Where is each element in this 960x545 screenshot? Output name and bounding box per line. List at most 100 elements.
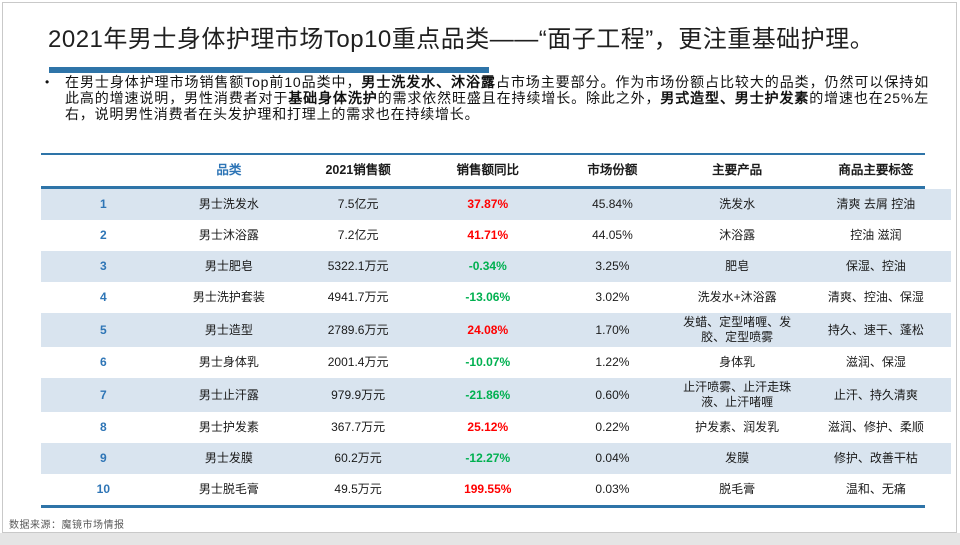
summary-segment: 的需求依然旺盛且在持续增长。除此之外， xyxy=(377,90,661,106)
cell-sales: 49.5万元 xyxy=(334,482,382,496)
cell-products: 洗发水 xyxy=(719,197,756,211)
cell-rank: 3 xyxy=(99,259,107,273)
table-body: 1 男士洗发水 7.5亿元 37.87% 45.84% 洗发水 清爽 去屑 控油… xyxy=(41,189,951,505)
title-underline-bar xyxy=(49,67,489,73)
cell-rank: 4 xyxy=(99,290,107,304)
bullet-marker: • xyxy=(45,75,50,89)
table-row: 4 男士洗护套装 4941.7万元 -13.06% 3.02% 洗发水+沐浴露 … xyxy=(41,282,951,313)
cell-products: 发蜡、定型啫喱、发胶、定型喷雾 xyxy=(683,315,792,344)
cell-sales: 2789.6万元 xyxy=(327,322,389,337)
cell-yoy: 37.87% xyxy=(467,197,509,211)
cell-rank: 9 xyxy=(99,451,107,465)
cell-products: 肥皂 xyxy=(725,259,750,273)
summary-segment: 男式造型、男士护发素 xyxy=(660,90,810,106)
cell-products: 沐浴露 xyxy=(719,228,756,242)
cell-yoy: 25.12% xyxy=(467,420,509,434)
cell-products: 发膜 xyxy=(725,451,750,465)
cell-yoy: -0.34% xyxy=(468,259,507,273)
cell-products: 止汗喷雾、止汗走珠液、止汗啫喱 xyxy=(683,380,792,409)
data-source-note: 数据来源：魔镜市场情报 xyxy=(9,520,125,531)
cell-tags: 温和、无痛 xyxy=(845,482,906,496)
cell-rank: 6 xyxy=(99,355,107,369)
cell-yoy: 41.71% xyxy=(467,228,509,242)
cell-share: 1.22% xyxy=(595,355,630,369)
summary-block: • 在男士身体护理市场销售额Top前10品类中，男士洗发水、沐浴露占市场主要部分… xyxy=(45,74,929,122)
table-row: 6 男士身体乳 2001.4万元 -10.07% 1.22% 身体乳 滋润、保湿 xyxy=(41,347,951,378)
cell-category: 男士造型 xyxy=(204,322,253,337)
summary-paragraph: 在男士身体护理市场销售额Top前10品类中，男士洗发水、沐浴露占市场主要部分。作… xyxy=(65,74,929,122)
cell-yoy: 24.08% xyxy=(467,322,509,337)
header-yoy: 销售额同比 xyxy=(456,163,520,177)
header-sales: 2021销售额 xyxy=(325,163,391,177)
cell-category: 男士护发素 xyxy=(198,420,259,434)
cell-share: 0.04% xyxy=(595,451,630,465)
cell-share: 1.70% xyxy=(595,322,630,337)
cell-sales: 367.7万元 xyxy=(331,420,386,434)
cell-tags: 清爽 去屑 控油 xyxy=(836,197,916,211)
table-row: 1 男士洗发水 7.5亿元 37.87% 45.84% 洗发水 清爽 去屑 控油 xyxy=(41,189,951,220)
cell-share: 0.03% xyxy=(595,482,630,496)
cell-yoy: 199.55% xyxy=(464,482,512,496)
cell-products: 洗发水+沐浴露 xyxy=(697,290,777,304)
cell-category: 男士沐浴露 xyxy=(198,228,259,242)
cell-category: 男士洗护套装 xyxy=(192,290,265,304)
cell-share: 3.02% xyxy=(595,290,630,304)
cell-tags: 止汗、持久清爽 xyxy=(833,387,918,402)
table-row: 7 男士止汗露 979.9万元 -21.86% 0.60% 止汗喷雾、止汗走珠液… xyxy=(41,378,951,412)
cell-tags: 保湿、控油 xyxy=(845,259,906,273)
table-top-border xyxy=(41,153,925,155)
cell-category: 男士洗发水 xyxy=(198,197,259,211)
table-row: 9 男士发膜 60.2万元 -12.27% 0.04% 发膜 修护、改善干枯 xyxy=(41,443,951,474)
cell-products: 护发素、润发乳 xyxy=(695,420,780,434)
cell-products: 脱毛膏 xyxy=(719,482,756,496)
summary-segment: 的增速也在25%左右，说明男性消费者在头发护理和打理上的需求也在持续增长。 xyxy=(65,90,929,122)
header-products: 主要产品 xyxy=(712,163,763,177)
cell-share: 0.22% xyxy=(595,420,630,434)
header-rank xyxy=(41,169,166,173)
cell-share: 44.05% xyxy=(592,228,633,242)
cell-category: 男士肥皂 xyxy=(204,259,253,273)
cell-share: 3.25% xyxy=(595,259,630,273)
table-header-border xyxy=(41,186,925,189)
background-strip xyxy=(0,533,960,545)
cell-tags: 滋润、修护、柔顺 xyxy=(827,420,924,434)
cell-tags: 控油 滋润 xyxy=(850,228,902,242)
cell-category: 男士身体乳 xyxy=(198,355,259,369)
summary-segment: 占市场主要部分。作为市场份额占比较大的品类，仍然可以保持如此高的增速说明，男性消… xyxy=(65,74,929,106)
table-row: 10 男士脱毛膏 49.5万元 199.55% 0.03% 脱毛膏 温和、无痛 xyxy=(41,474,951,505)
cell-rank: 10 xyxy=(96,482,110,496)
cell-sales: 2001.4万元 xyxy=(327,355,389,369)
cell-yoy: -21.86% xyxy=(465,387,511,402)
cell-rank: 7 xyxy=(99,387,107,402)
cell-sales: 7.2亿元 xyxy=(337,228,379,242)
cell-yoy: -12.27% xyxy=(465,451,511,465)
cell-rank: 1 xyxy=(99,197,107,211)
table-row: 2 男士沐浴露 7.2亿元 41.71% 44.05% 沐浴露 控油 滋润 xyxy=(41,220,951,251)
cell-sales: 5322.1万元 xyxy=(327,259,389,273)
summary-segment: 在男士身体护理市场销售额Top前10品类中， xyxy=(65,74,362,90)
table-row: 8 男士护发素 367.7万元 25.12% 0.22% 护发素、润发乳 滋润、… xyxy=(41,412,951,443)
cell-category: 男士发膜 xyxy=(204,451,253,465)
header-tags: 商品主要标签 xyxy=(838,163,914,177)
slide: 2021年男士身体护理市场Top10重点品类——“面子工程”，更注重基础护理。 … xyxy=(2,2,957,533)
cell-category: 男士止汗露 xyxy=(198,387,259,402)
table-header-row: 品类 2021销售额 销售额同比 市场份额 主要产品 商品主要标签 xyxy=(41,155,951,186)
cell-rank: 5 xyxy=(99,322,107,337)
cell-sales: 60.2万元 xyxy=(334,451,382,465)
table-bottom-border xyxy=(41,505,925,508)
cell-tags: 持久、速干、蓬松 xyxy=(827,322,924,337)
page-title: 2021年男士身体护理市场Top10重点品类——“面子工程”，更注重基础护理。 xyxy=(48,26,875,53)
top10-category-table: 品类 2021销售额 销售额同比 市场份额 主要产品 商品主要标签 1 男士洗发… xyxy=(41,153,951,508)
cell-products: 身体乳 xyxy=(719,355,756,369)
cell-share: 0.60% xyxy=(595,387,630,402)
cell-sales: 4941.7万元 xyxy=(327,290,389,304)
cell-rank: 8 xyxy=(99,420,107,434)
cell-category: 男士脱毛膏 xyxy=(198,482,259,496)
summary-segment: 男士洗发水、沐浴露 xyxy=(361,74,496,90)
table-row: 5 男士造型 2789.6万元 24.08% 1.70% 发蜡、定型啫喱、发胶、… xyxy=(41,313,951,347)
cell-tags: 清爽、控油、保湿 xyxy=(827,290,924,304)
cell-tags: 修护、改善干枯 xyxy=(833,451,918,465)
cell-share: 45.84% xyxy=(592,197,633,211)
cell-sales: 979.9万元 xyxy=(331,387,386,402)
